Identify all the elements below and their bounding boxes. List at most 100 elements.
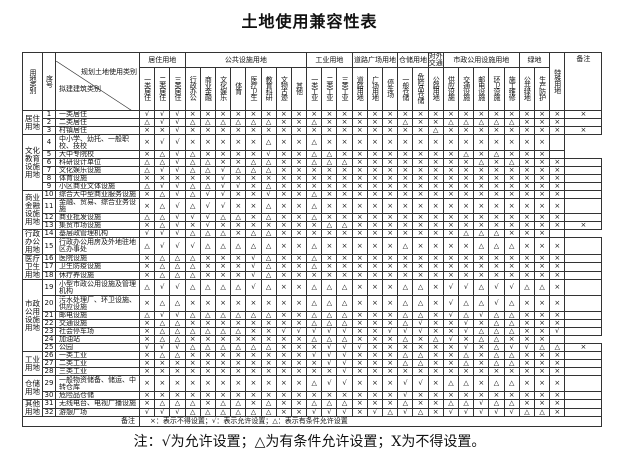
compatibility-cell: △ <box>458 311 475 320</box>
compatibility-cell: △ <box>169 295 186 312</box>
compatibility-cell: × <box>351 237 368 255</box>
compatibility-cell: × <box>473 126 490 135</box>
compatibility-cell: △ <box>503 359 520 368</box>
table-row: 8 体育设施 × × × × × √ × × × × × × × × × × × × × × × × × × × × × × <box>23 174 603 183</box>
compatibility-cell: △ <box>397 335 414 344</box>
compatibility-cell: × <box>397 134 414 151</box>
remark-cell <box>549 150 566 159</box>
compatibility-cell: × <box>549 118 566 127</box>
compatibility-cell: △ <box>138 182 156 191</box>
compatibility-cell: × <box>199 399 216 409</box>
compatibility-cell: × <box>290 166 308 175</box>
row-number: 19 <box>42 279 56 296</box>
compatibility-cell: √ <box>275 327 292 336</box>
compatibility-cell: △ <box>138 166 156 175</box>
compatibility-cell: × <box>382 221 399 230</box>
compatibility-cell: × <box>488 190 505 199</box>
remark-cell <box>564 407 603 417</box>
compatibility-cell: △ <box>154 213 171 222</box>
compatibility-cell: × <box>503 270 520 281</box>
compatibility-cell: √ <box>169 110 186 119</box>
compatibility-cell: × <box>245 335 262 344</box>
compatibility-cell: √ <box>214 190 232 199</box>
remark-cell <box>564 327 603 336</box>
compatibility-cell: × <box>245 375 262 392</box>
row-number: 7 <box>42 166 56 175</box>
compatibility-cell: √ <box>412 327 429 336</box>
compatibility-cell: × <box>351 150 368 159</box>
compatibility-cell: × <box>549 110 566 119</box>
remark-cell <box>564 182 603 191</box>
compatibility-cell: × <box>306 110 323 119</box>
compatibility-cell: × <box>290 221 308 230</box>
row-number: 25 <box>42 343 56 352</box>
compatibility-cell: × <box>138 134 156 151</box>
compatibility-cell: × <box>306 221 323 230</box>
compatibility-cell: × <box>336 391 353 400</box>
compatibility-cell: × <box>275 134 292 151</box>
compatibility-cell: × <box>306 126 323 135</box>
compatibility-cell: × <box>412 335 429 344</box>
compatibility-cell: △ <box>199 228 216 239</box>
compatibility-cell: × <box>366 182 384 191</box>
building-type: 邮电设施 <box>55 311 140 320</box>
compatibility-cell: × <box>351 295 368 312</box>
compatibility-cell: △ <box>458 150 475 159</box>
compatibility-cell: × <box>412 158 429 167</box>
compatibility-cell: × <box>458 270 475 281</box>
compatibility-cell: × <box>427 270 444 281</box>
category-cell: 市政公用设施用地 <box>22 279 43 352</box>
table-row: 商业金融设施用地 10 综合大中型商业服务设施 × △ √ △ √ √ × × √ × × △ × × × × × × ×… <box>22 190 603 230</box>
compatibility-cell: √ <box>154 237 171 255</box>
compatibility-cell: × <box>321 190 338 199</box>
compatibility-cell: × <box>382 359 399 368</box>
compatibility-cell: △ <box>260 228 277 239</box>
compatibility-cell: × <box>336 118 353 127</box>
compatibility-cell: × <box>321 270 338 281</box>
compatibility-cell: √ <box>154 118 171 127</box>
compatibility-cell: × <box>549 407 566 417</box>
compatibility-cell: × <box>473 182 490 191</box>
compatibility-cell: △ <box>336 295 353 312</box>
compatibility-cell: × <box>533 158 551 167</box>
compatibility-cell: × <box>382 213 399 222</box>
compatibility-cell: △ <box>412 351 429 360</box>
column-header-label: 文物古迹 <box>280 76 289 100</box>
compatibility-cell: × <box>199 319 216 328</box>
compatibility-cell: × <box>488 367 505 376</box>
remark-cell <box>564 237 603 255</box>
compatibility-cell: × <box>488 221 505 230</box>
row-number: 2 <box>42 118 56 127</box>
compatibility-cell: × <box>138 295 156 312</box>
compatibility-cell: × <box>275 190 292 199</box>
compatibility-cell: × <box>382 158 399 167</box>
compatibility-cell: △ <box>184 407 201 417</box>
compatibility-cell: × <box>230 375 247 392</box>
compatibility-cell: × <box>458 166 475 175</box>
remark-cell <box>564 262 603 272</box>
building-type: 二类工业 <box>55 359 140 368</box>
compatibility-cell: × <box>290 351 308 360</box>
compatibility-cell: × <box>397 182 414 191</box>
compatibility-cell: × <box>549 319 566 328</box>
compatibility-cell: × <box>397 221 414 230</box>
building-type: 基层政管理机构 <box>55 228 140 239</box>
compatibility-cell: × <box>245 126 262 135</box>
compatibility-cell: × <box>533 375 551 392</box>
remark-cell <box>564 190 603 199</box>
compatibility-cell: × <box>427 343 444 352</box>
compatibility-cell: × <box>214 126 232 135</box>
compatibility-cell: √ <box>442 335 460 344</box>
compatibility-cell: √ <box>336 375 353 392</box>
compatibility-cell: △ <box>154 253 171 264</box>
compatibility-cell: √ <box>488 407 505 417</box>
compatibility-cell: △ <box>397 295 414 312</box>
compatibility-cell: △ <box>488 150 505 159</box>
compatibility-cell: × <box>473 213 490 222</box>
header-column-row: 一类居住 二类居住 三类居住 行政办公 商业金融 文化娱乐 体育 医疗卫生 教育科研 文物古迹 其他… <box>23 67 602 111</box>
compatibility-cell: × <box>412 134 429 151</box>
compatibility-cell: √ <box>412 375 429 392</box>
compatibility-cell: △ <box>214 407 232 417</box>
